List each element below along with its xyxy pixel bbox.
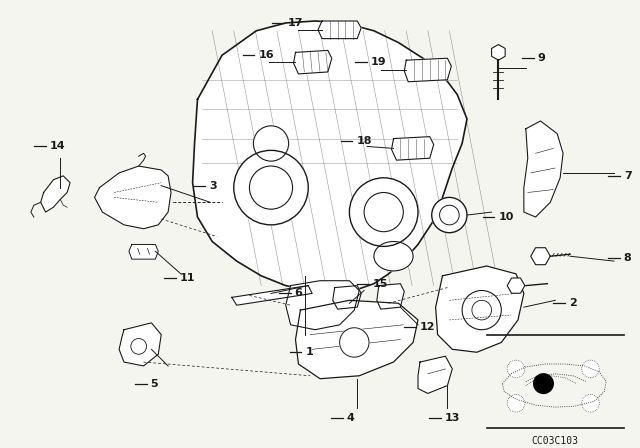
Text: 9: 9	[538, 53, 545, 63]
Polygon shape	[285, 281, 359, 330]
Text: 2: 2	[569, 298, 577, 308]
Text: 3: 3	[209, 181, 217, 191]
Circle shape	[582, 394, 599, 412]
Circle shape	[507, 360, 525, 378]
Polygon shape	[404, 58, 451, 82]
Text: 4: 4	[346, 413, 355, 423]
Polygon shape	[119, 323, 161, 366]
Text: 10: 10	[499, 212, 514, 222]
Text: 19: 19	[371, 57, 387, 67]
Text: 16: 16	[259, 50, 274, 60]
Circle shape	[131, 339, 147, 354]
Polygon shape	[318, 21, 361, 39]
Text: 7: 7	[624, 171, 632, 181]
Circle shape	[534, 374, 553, 393]
Circle shape	[253, 126, 289, 161]
Polygon shape	[232, 286, 312, 305]
Polygon shape	[333, 286, 361, 309]
Text: 17: 17	[287, 18, 303, 28]
Text: 14: 14	[49, 142, 65, 151]
Polygon shape	[129, 245, 158, 259]
Circle shape	[582, 360, 599, 378]
Polygon shape	[294, 50, 332, 74]
Polygon shape	[377, 284, 404, 309]
Text: 6: 6	[294, 289, 302, 298]
Text: 12: 12	[420, 322, 435, 332]
Polygon shape	[41, 176, 70, 212]
Text: 13: 13	[444, 413, 460, 423]
Circle shape	[507, 394, 525, 412]
Polygon shape	[418, 356, 452, 393]
Text: CC03C103: CC03C103	[532, 435, 579, 446]
Text: 1: 1	[305, 347, 313, 357]
Text: 8: 8	[624, 253, 632, 263]
Text: 5: 5	[150, 379, 158, 388]
Text: 11: 11	[180, 273, 195, 283]
Polygon shape	[524, 121, 563, 217]
Circle shape	[462, 290, 501, 330]
Text: 15: 15	[373, 279, 388, 289]
Polygon shape	[95, 166, 171, 229]
Circle shape	[234, 151, 308, 225]
Polygon shape	[193, 21, 467, 293]
Ellipse shape	[374, 241, 413, 271]
Circle shape	[349, 178, 418, 246]
Polygon shape	[392, 137, 434, 160]
Text: 18: 18	[356, 136, 372, 146]
Circle shape	[340, 328, 369, 357]
Polygon shape	[296, 300, 418, 379]
Circle shape	[432, 198, 467, 233]
Polygon shape	[436, 266, 524, 352]
